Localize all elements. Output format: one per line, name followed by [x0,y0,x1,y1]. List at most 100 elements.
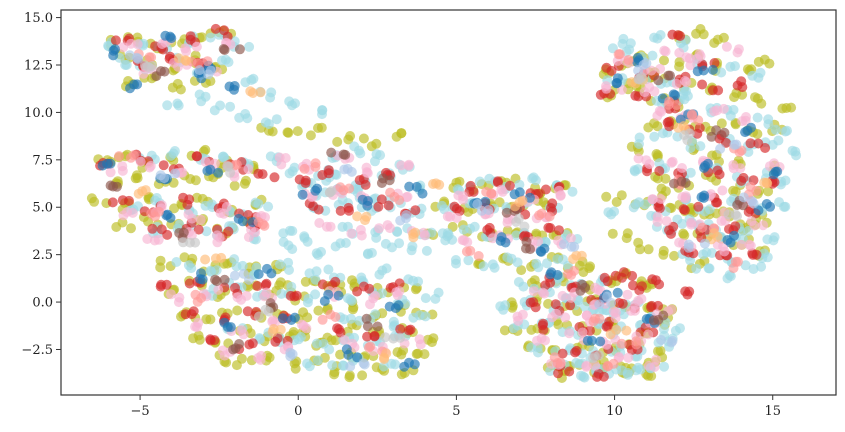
data-point [229,270,240,281]
data-point [539,288,550,299]
data-point [747,249,758,260]
data-point [107,197,118,208]
data-point [686,110,697,121]
data-point [769,158,779,169]
data-point [186,263,197,274]
data-point [680,178,691,188]
y-tick-label: 15.0 [24,11,53,26]
data-point [539,243,550,254]
data-point [216,252,227,263]
data-point [371,138,382,149]
data-point [679,76,690,86]
data-point [197,274,208,285]
data-point [259,220,270,231]
data-point [312,183,323,194]
data-point [666,228,676,239]
data-point [768,169,779,180]
data-point [230,343,241,354]
data-point [330,241,341,252]
data-point [716,67,727,78]
data-point [266,87,277,98]
data-point [598,371,609,382]
data-point [260,280,271,290]
data-point [404,181,415,192]
data-point [302,236,313,247]
data-point [221,202,232,212]
data-point [678,204,689,215]
data-point [128,150,139,161]
data-point [686,217,697,228]
data-point [276,159,287,170]
data-point [341,344,352,355]
data-point [151,71,162,82]
data-point [630,300,641,310]
data-point [659,361,670,372]
data-point [712,165,723,176]
data-point [205,32,216,43]
data-point [736,239,747,250]
data-point [250,197,261,208]
data-point [346,228,357,239]
data-point [709,38,720,48]
data-point [666,157,677,168]
data-point [345,131,356,141]
data-point [614,298,625,308]
data-point [300,276,311,287]
data-point [684,53,695,64]
data-point [299,163,310,174]
data-point [782,125,792,136]
data-point [755,67,766,78]
y-axis: −2.5 0.0 2.5 5.0 7.5 10.0 12.5 15.0 [21,11,61,358]
data-point [169,203,180,214]
data-point [555,190,566,201]
data-point [669,178,679,189]
data-point [611,324,622,335]
data-point [374,223,385,234]
data-point [730,256,741,267]
data-point [442,231,453,242]
data-point [663,99,674,110]
data-point [420,293,431,304]
data-point [654,166,665,176]
data-point [305,130,316,141]
data-point [209,105,220,116]
data-point [716,118,727,129]
data-point [317,279,328,290]
data-point [321,221,332,232]
data-point [546,203,556,213]
data-point [608,306,619,317]
data-point [753,205,764,216]
data-point [269,172,280,183]
data-point [408,275,419,286]
data-point [732,200,743,210]
data-point [480,196,491,207]
data-point [635,364,646,375]
data-point [691,28,702,39]
data-point [698,29,709,40]
data-point [324,344,335,355]
data-point [181,46,192,57]
data-point [267,326,278,337]
data-point [700,160,711,171]
data-point [557,348,568,359]
data-point [210,23,221,34]
data-point [155,281,166,292]
data-point [423,334,433,345]
data-point [653,75,664,86]
data-point [278,228,289,239]
data-point [652,211,663,222]
data-point [184,278,195,289]
data-point [461,246,472,257]
data-point [302,312,313,323]
data-point [285,290,296,301]
data-point [628,280,638,291]
data-point [293,334,304,345]
data-point [283,257,294,268]
data-point [595,336,606,347]
data-point [133,188,144,199]
data-point [167,82,178,93]
data-point [380,332,391,343]
data-point [559,239,569,250]
data-point [445,211,456,222]
